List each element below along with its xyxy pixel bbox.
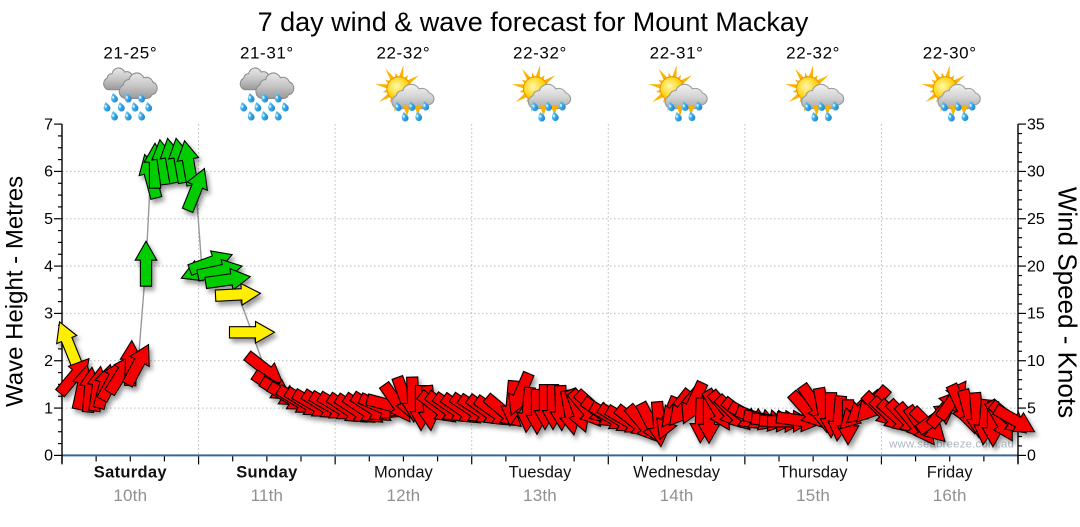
svg-text:Wind Speed - Knots: Wind Speed - Knots (1052, 187, 1080, 418)
svg-text:22-32°: 22-32° (786, 44, 840, 63)
svg-text:30: 30 (1027, 164, 1045, 181)
svg-text:Saturday: Saturday (94, 463, 168, 481)
svg-text:10: 10 (1027, 353, 1045, 370)
svg-text:25: 25 (1027, 211, 1045, 228)
svg-text:22-31°: 22-31° (650, 44, 704, 63)
svg-text:20: 20 (1027, 258, 1045, 275)
svg-text:15: 15 (1027, 306, 1045, 323)
svg-text:21-25°: 21-25° (103, 44, 157, 63)
svg-text:7: 7 (44, 116, 53, 133)
svg-text:0: 0 (44, 448, 53, 465)
svg-text:10th: 10th (113, 486, 147, 505)
svg-text:2: 2 (44, 353, 53, 370)
svg-text:13th: 13th (523, 486, 557, 505)
svg-text:21-31°: 21-31° (240, 44, 294, 63)
svg-text:14th: 14th (660, 486, 694, 505)
svg-text:5: 5 (1027, 400, 1036, 417)
svg-text:0: 0 (1027, 448, 1036, 465)
svg-text:Wednesday: Wednesday (633, 463, 721, 481)
svg-text:Sunday: Sunday (236, 463, 298, 481)
svg-text:22-32°: 22-32° (513, 44, 567, 63)
svg-text:11th: 11th (251, 486, 284, 505)
svg-text:Monday: Monday (374, 463, 433, 481)
svg-text:Friday: Friday (927, 463, 974, 481)
svg-text:22-32°: 22-32° (376, 44, 430, 63)
svg-text:6: 6 (44, 164, 53, 181)
svg-text:1: 1 (44, 400, 53, 417)
svg-text:Thursday: Thursday (779, 463, 849, 481)
svg-text:12th: 12th (386, 486, 420, 505)
svg-text:35: 35 (1027, 116, 1045, 133)
svg-text:7 day wind & wave forecast for: 7 day wind & wave forecast for Mount Mac… (258, 7, 809, 37)
svg-text:15th: 15th (796, 486, 830, 505)
svg-text:3: 3 (44, 306, 53, 323)
svg-text:16th: 16th (933, 486, 967, 505)
svg-text:Wave Height - Metres: Wave Height - Metres (2, 176, 29, 407)
svg-text:Tuesday: Tuesday (509, 463, 572, 481)
svg-text:5: 5 (44, 211, 53, 228)
svg-text:22-30°: 22-30° (923, 44, 977, 63)
svg-text:4: 4 (44, 258, 53, 275)
